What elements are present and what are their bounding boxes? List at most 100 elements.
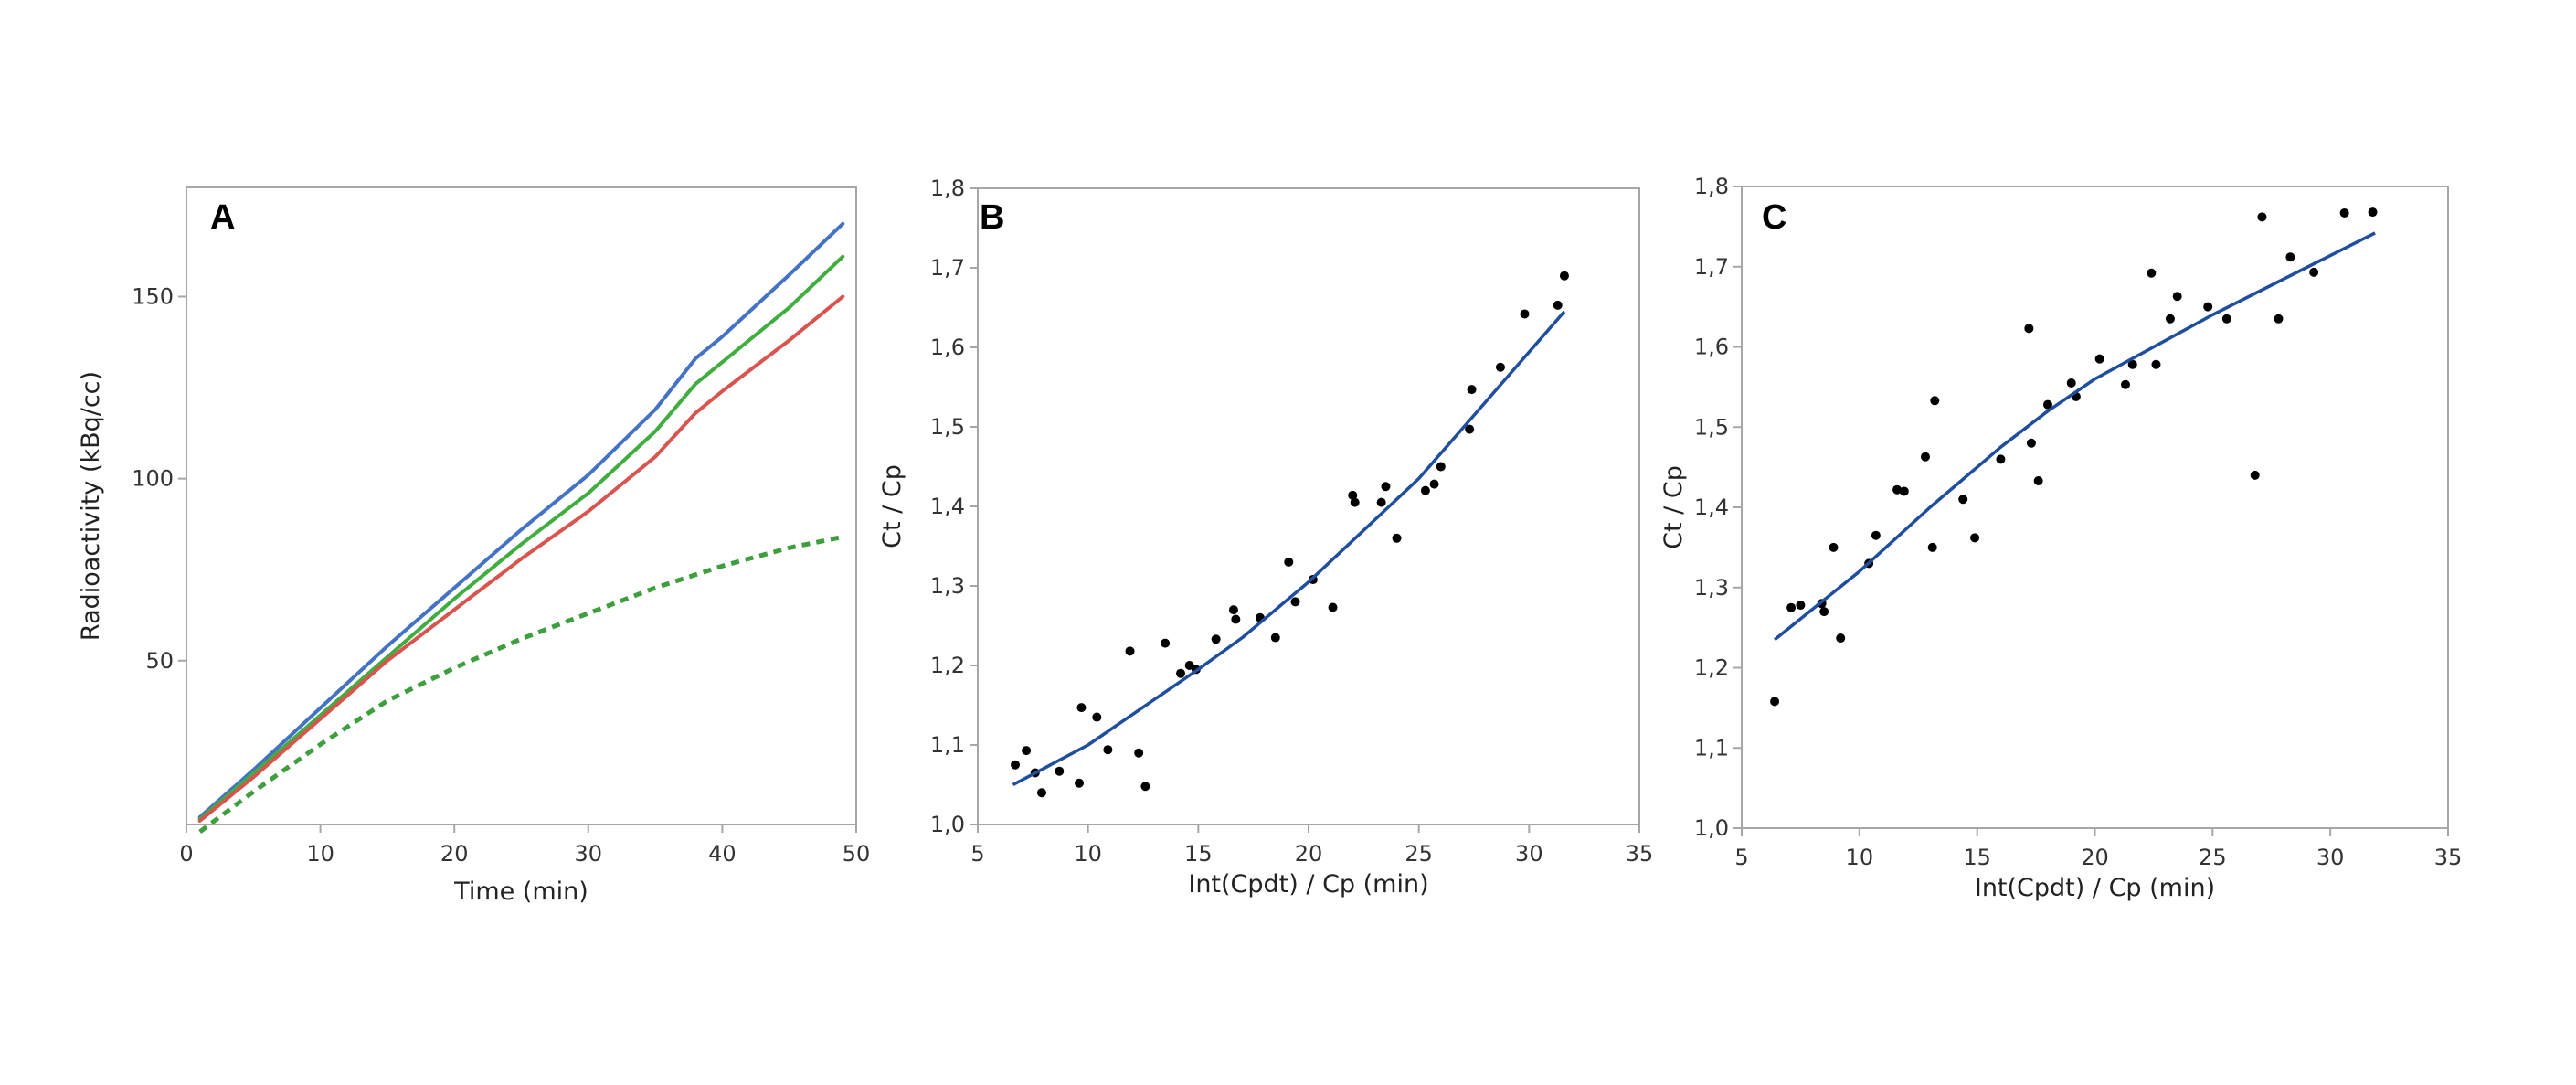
y-tick-label: 1,2 bbox=[930, 653, 965, 678]
x-tick-label: 25 bbox=[1405, 841, 1433, 867]
x-tick-label: 35 bbox=[1626, 841, 1654, 867]
data-point bbox=[1290, 597, 1300, 607]
y-tick-label: 100 bbox=[132, 466, 174, 492]
data-point bbox=[1176, 668, 1186, 678]
data-point bbox=[1348, 490, 1358, 500]
data-point bbox=[2120, 379, 2130, 389]
panel-label: A bbox=[210, 198, 235, 237]
data-point bbox=[1076, 703, 1087, 713]
data-point bbox=[1892, 484, 1903, 495]
data-point bbox=[1559, 271, 1569, 281]
data-point bbox=[1871, 530, 1881, 540]
data-point bbox=[2221, 314, 2231, 324]
panel-label: C bbox=[1762, 198, 1786, 237]
data-point bbox=[1836, 633, 1846, 644]
y-tick-label: 1,7 bbox=[1694, 254, 1729, 280]
data-point bbox=[1381, 482, 1391, 492]
x-axis-label: Int(Cpdt) / Cp (min) bbox=[1975, 874, 2215, 902]
data-point bbox=[1092, 712, 1102, 722]
y-tick-label: 1,0 bbox=[930, 812, 965, 837]
x-tick-label: 10 bbox=[306, 841, 334, 867]
data-point bbox=[2026, 438, 2036, 448]
y-tick-label: 150 bbox=[132, 283, 174, 309]
data-point bbox=[2042, 399, 2052, 410]
y-axis-label: Radioactivity (kBq/cc) bbox=[77, 371, 105, 641]
data-point bbox=[1392, 533, 1402, 543]
data-point bbox=[1996, 454, 2006, 464]
data-point bbox=[1786, 602, 1797, 612]
data-point bbox=[1553, 300, 1563, 310]
data-point bbox=[1270, 633, 1280, 643]
data-point bbox=[1350, 497, 1360, 507]
data-point bbox=[1927, 542, 1937, 552]
data-point bbox=[1011, 760, 1021, 770]
x-axis-label: Int(Cpdt) / Cp (min) bbox=[1188, 870, 1428, 899]
data-point bbox=[2309, 267, 2319, 277]
data-point bbox=[1436, 462, 1446, 472]
data-point bbox=[1819, 607, 1829, 617]
series-line-blue bbox=[197, 221, 845, 819]
fit-line bbox=[1774, 231, 2376, 642]
data-point bbox=[1467, 385, 1477, 395]
data-point bbox=[1211, 634, 1221, 644]
data-point bbox=[1958, 495, 1968, 505]
chart-c: 5 10 15 20 25 30 35 1,0 1,1 1,2 1,3 1,4 1,5 1,6 1,7 1,8… bbox=[1659, 174, 2462, 902]
data-point bbox=[1055, 766, 1065, 776]
data-point bbox=[1520, 309, 1530, 319]
series-line-green bbox=[197, 254, 845, 821]
x-axis-label: Time (min) bbox=[453, 878, 588, 906]
x-tick-label: 0 bbox=[179, 841, 193, 867]
chart-b: 5 10 15 20 25 30 35 1,0 1,1 1,2 1,3 1,4 1,5 1,6 1,7 1,8… bbox=[878, 176, 1653, 899]
y-tick-label: 1,6 bbox=[930, 335, 965, 360]
data-point bbox=[2257, 212, 2267, 222]
data-point bbox=[1140, 782, 1150, 792]
x-tick-label: 10 bbox=[1846, 845, 1874, 870]
data-point bbox=[1495, 362, 1505, 372]
data-point bbox=[1429, 479, 1439, 489]
y-tick-label: 1,1 bbox=[930, 732, 965, 758]
y-tick-label: 1,8 bbox=[1694, 174, 1729, 199]
data-point bbox=[1930, 396, 1940, 406]
y-axis-label: Ct / Cp bbox=[1659, 465, 1688, 549]
y-tick-label: 1,1 bbox=[1694, 735, 1729, 761]
y-tick-label: 1,0 bbox=[1694, 815, 1729, 841]
data-point bbox=[2094, 354, 2104, 364]
data-point bbox=[2285, 252, 2295, 262]
data-point bbox=[1420, 485, 1430, 495]
data-point bbox=[2066, 378, 2076, 388]
x-tick-label: 15 bbox=[1963, 845, 1991, 870]
plot-frame bbox=[186, 186, 857, 825]
series-line-red bbox=[197, 294, 845, 823]
y-tick-label: 1,3 bbox=[1694, 575, 1729, 601]
x-tick-label: 30 bbox=[575, 841, 603, 867]
data-point bbox=[1796, 601, 1806, 611]
data-point bbox=[2147, 268, 2157, 278]
x-tick-label: 20 bbox=[1295, 841, 1323, 867]
data-point bbox=[1376, 497, 1386, 507]
fit-line bbox=[1012, 310, 1566, 787]
data-point bbox=[1161, 638, 1171, 648]
data-point bbox=[1920, 452, 1930, 462]
y-tick-label: 1,8 bbox=[930, 176, 965, 201]
y-tick-label: 1,2 bbox=[1694, 655, 1729, 681]
y-tick-label: 1,3 bbox=[930, 573, 965, 599]
data-point bbox=[1899, 486, 1909, 496]
y-tick-label: 1,4 bbox=[1694, 495, 1729, 520]
data-point bbox=[2165, 314, 2175, 324]
y-tick-label: 50 bbox=[145, 648, 174, 674]
x-tick-label: 30 bbox=[2316, 845, 2345, 870]
data-point bbox=[1284, 557, 1294, 567]
x-tick-label: 20 bbox=[440, 841, 469, 867]
x-tick-label: 50 bbox=[843, 841, 871, 867]
x-tick-label: 10 bbox=[1074, 841, 1102, 867]
chart-a: 0 10 20 30 40 50 50 100 150 Time (min) Radioactivi… bbox=[77, 186, 871, 906]
data-point bbox=[2033, 476, 2043, 486]
plot-frame bbox=[977, 187, 1640, 825]
x-tick-label: 40 bbox=[708, 841, 737, 867]
data-point bbox=[2274, 314, 2284, 324]
data-point bbox=[2339, 207, 2349, 218]
data-point bbox=[1125, 646, 1135, 656]
data-point bbox=[2203, 302, 2213, 312]
data-point bbox=[1465, 424, 1475, 434]
